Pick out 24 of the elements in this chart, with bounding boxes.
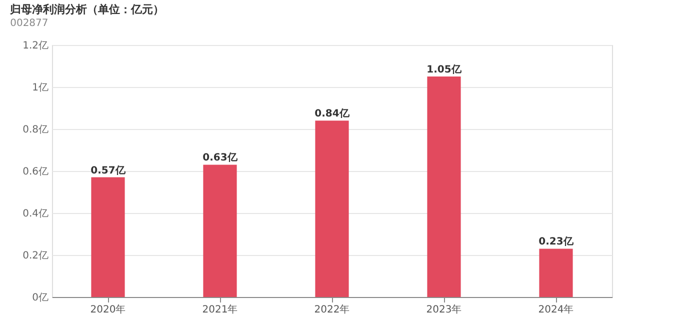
bar (203, 164, 237, 297)
y-tick-label: 0.8亿 (22, 124, 48, 136)
x-tick-label: 2020年 (90, 304, 126, 316)
data-label: 0.84亿 (314, 108, 350, 120)
y-tick-label: 1.2亿 (22, 40, 48, 52)
data-label: 0.57亿 (90, 164, 126, 176)
data-label: 0.23亿 (538, 236, 574, 248)
bar (315, 120, 349, 297)
y-tick-label: 0.4亿 (22, 208, 48, 220)
x-tick-label: 2023年 (426, 304, 462, 316)
bar (427, 76, 461, 297)
chart-subtitle: 002877 (10, 18, 48, 29)
x-tick-label: 2024年 (538, 304, 574, 316)
bar (539, 248, 573, 297)
bar (91, 177, 125, 297)
y-tick-label: 0.6亿 (22, 166, 48, 178)
data-label: 1.05亿 (426, 64, 462, 76)
y-tick-label: 0.2亿 (22, 250, 48, 262)
data-label: 0.63亿 (202, 152, 238, 164)
y-tick-label: 0亿 (32, 292, 48, 304)
x-tick-label: 2021年 (202, 304, 238, 316)
x-tick-label: 2022年 (314, 304, 350, 316)
chart-title: 归母净利润分析（单位：亿元） (9, 3, 164, 16)
y-tick-label: 1亿 (32, 82, 48, 94)
